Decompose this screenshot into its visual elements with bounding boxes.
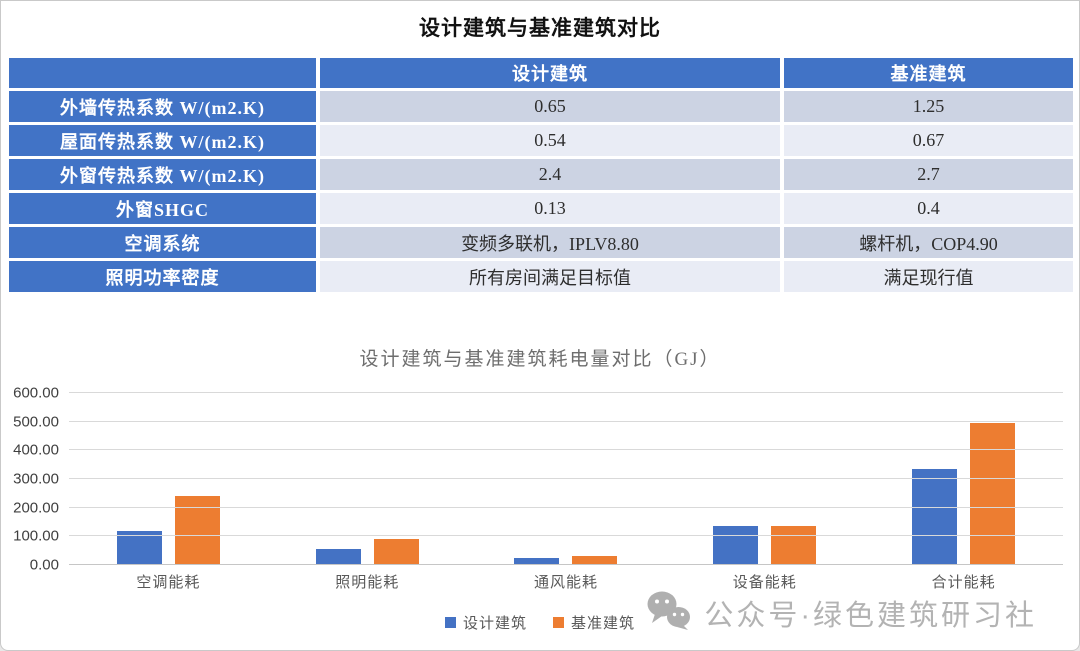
y-axis-tick-label: 600.00	[13, 384, 59, 402]
legend-label: 设计建筑	[462, 615, 527, 632]
table-header-blank	[9, 58, 316, 88]
gridline	[69, 420, 1063, 422]
gridline	[69, 392, 1063, 393]
y-axis: 0.00 100.00 200.00 300.00 400.00 500.00 600.00	[1, 385, 59, 574]
y-axis-tick-label: 0.00	[29, 556, 59, 574]
gridline	[69, 535, 1063, 537]
row-baseline-5: 满足现行值	[784, 261, 1073, 292]
category-label-0: 空调能耗	[136, 574, 201, 591]
x-axis-line	[69, 563, 1063, 565]
legend-label: 基准建筑	[571, 615, 636, 632]
bar-baseline-1	[373, 539, 419, 565]
row-baseline-1: 0.67	[784, 125, 1073, 156]
bar-baseline-4	[970, 423, 1016, 565]
bar-group-4	[864, 393, 1063, 565]
gridline	[69, 478, 1063, 479]
row-label-4: 空调系统	[9, 227, 316, 258]
bar-design-3	[713, 526, 759, 565]
plot-area	[69, 392, 1063, 565]
category-label-3: 设备能耗	[732, 574, 797, 591]
gridline	[69, 449, 1063, 451]
table-header-baseline: 基准建筑	[784, 58, 1073, 88]
row-label-0: 外墙传热系数 W/(m2.K)	[9, 91, 316, 122]
bar-group-0	[69, 393, 268, 565]
legend-swatch-icon	[553, 617, 564, 628]
y-axis-tick-label: 300.00	[13, 470, 59, 488]
bar-baseline-3	[771, 526, 817, 565]
legend-item-baseline: 基准建筑	[553, 612, 635, 633]
y-axis-tick-label: 200.00	[13, 499, 59, 517]
y-axis-tick-label: 400.00	[13, 441, 59, 459]
watermark-text: 公众号·绿色建筑研习社	[704, 599, 1037, 632]
row-design-2: 2.4	[320, 159, 780, 190]
bar-design-1	[315, 549, 361, 565]
row-design-5: 所有房间满足目标值	[320, 261, 780, 292]
table-header-design: 设计建筑	[320, 58, 780, 88]
bar-baseline-2	[572, 556, 618, 565]
bar-design-4	[912, 468, 958, 565]
row-design-0: 0.65	[320, 91, 780, 122]
row-design-1: 0.54	[320, 125, 780, 156]
row-label-1: 屋面传热系数 W/(m2.K)	[9, 125, 316, 156]
row-design-3: 0.13	[320, 193, 780, 224]
bar-group-2	[467, 393, 666, 565]
chart-legend: 设计建筑 基准建筑	[1, 612, 1079, 633]
gridline	[69, 506, 1063, 508]
legend-swatch-icon	[444, 617, 456, 628]
row-baseline-4: 螺杆机，COP4.90	[784, 227, 1073, 258]
watermark: 公众号·绿色建筑研习社	[646, 590, 1037, 635]
wechat-icon	[646, 590, 692, 635]
bar-group-1	[268, 393, 467, 565]
row-baseline-3: 0.4	[784, 193, 1073, 224]
row-baseline-2: 2.7	[784, 159, 1073, 190]
energy-bar-chart: 设计建筑与基准建筑耗电量对比（GJ） 0.00 100.00 200.00 300.0…	[1, 331, 1079, 650]
category-label-1: 照明能耗	[335, 574, 400, 591]
bar-group-3	[665, 393, 864, 565]
legend-item-design: 设计建筑	[444, 612, 527, 633]
row-label-5: 照明功率密度	[9, 261, 316, 292]
y-axis-tick-label: 100.00	[13, 527, 59, 545]
chart-title: 设计建筑与基准建筑耗电量对比（GJ）	[359, 349, 721, 370]
bar-groups	[69, 393, 1063, 565]
row-baseline-0: 1.25	[784, 91, 1073, 122]
category-label-2: 通风能耗	[533, 574, 598, 591]
comparison-table: 设计建筑 基准建筑 外墙传热系数 W/(m2.K) 0.65 1.25 屋面传热系数 …	[9, 58, 1073, 292]
bar-design-2	[514, 557, 560, 565]
row-design-4: 变频多联机，IPLV8.80	[320, 227, 780, 258]
row-label-3: 外窗SHGC	[9, 193, 316, 224]
y-axis-tick-label: 500.00	[13, 413, 59, 431]
category-label-4: 合计能耗	[931, 574, 996, 591]
x-axis-category-labels: 空调能耗 照明能耗 通风能耗 设备能耗 合计能耗	[69, 571, 1063, 592]
row-label-2: 外窗传热系数 W/(m2.K)	[9, 159, 316, 190]
table-title: 设计建筑与基准建筑对比	[419, 16, 661, 40]
